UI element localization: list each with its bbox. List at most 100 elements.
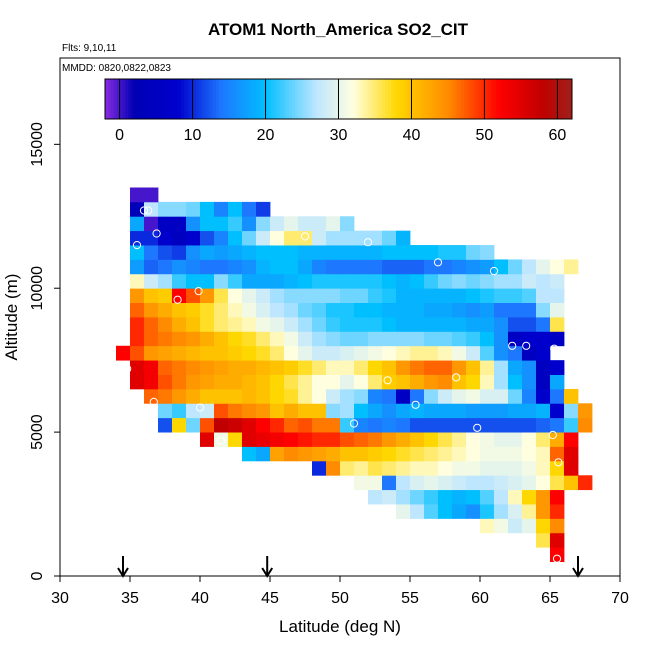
- heatmap-cell: [200, 259, 215, 275]
- heatmap-cell: [466, 288, 481, 304]
- heatmap-cell: [200, 388, 215, 404]
- colorbar-segment: [142, 79, 147, 119]
- heatmap-cell: [144, 388, 159, 404]
- heatmap-cell: [158, 273, 173, 289]
- data-marker: [522, 341, 531, 350]
- heatmap-cell: [326, 446, 341, 462]
- heatmap-cell: [522, 259, 537, 275]
- heatmap-cell: [354, 288, 369, 304]
- heatmap-cell: [522, 388, 537, 404]
- heatmap-cell: [438, 374, 453, 390]
- colorbar-segment: [402, 79, 407, 119]
- heatmap-cell: [382, 302, 397, 318]
- heatmap-cell: [200, 302, 215, 318]
- heatmap-cell: [312, 374, 327, 390]
- heatmap-cell: [298, 216, 313, 232]
- heatmap-cell: [466, 360, 481, 375]
- colorbar-segment: [105, 79, 109, 119]
- heatmap-cell: [508, 388, 523, 404]
- heatmap-cell: [410, 460, 425, 476]
- colorbar-segment: [157, 79, 161, 119]
- colorbar-fill: [105, 79, 573, 119]
- heatmap-cell: [270, 374, 285, 390]
- data-marker: [149, 397, 158, 406]
- heatmap-cell: [550, 446, 565, 462]
- heatmap-cell: [480, 345, 495, 361]
- heatmap-cell: [466, 259, 481, 275]
- heatmap-cell: [508, 475, 523, 491]
- colorbar-segment: [233, 79, 237, 119]
- colorbar-segment: [563, 79, 567, 119]
- y-tick-label: 15000: [29, 122, 46, 167]
- colorbar-segment: [236, 79, 240, 119]
- heatmap-cell: [200, 245, 215, 260]
- colorbar-segment: [274, 79, 278, 119]
- colorbar-segment: [370, 79, 375, 119]
- heatmap-cell: [494, 388, 509, 404]
- colorbar-segment: [335, 79, 339, 119]
- heatmap-cell: [158, 417, 173, 433]
- heatmap-cell: [494, 302, 509, 318]
- heatmap-cell: [256, 302, 271, 318]
- heatmap-cell: [256, 331, 271, 347]
- heatmap-cell: [312, 216, 327, 232]
- y-tick-label: 0: [29, 571, 46, 580]
- colorbar-segment: [510, 79, 515, 119]
- heatmap-cell: [494, 432, 509, 447]
- heatmap-cell: [172, 245, 187, 260]
- heatmap-cell: [396, 273, 411, 289]
- heatmap-cell: [396, 259, 411, 275]
- colorbar-segment: [204, 79, 208, 119]
- heatmap-cell: [298, 403, 313, 419]
- heatmap-cell: [452, 504, 467, 519]
- heatmap-cell: [368, 460, 383, 476]
- heatmap-cell: [550, 317, 565, 332]
- heatmap-cell: [228, 302, 243, 318]
- colorbar-segment: [125, 79, 129, 119]
- colorbar-segment: [519, 79, 523, 119]
- heatmap-cell: [200, 345, 215, 361]
- colorbar-segment: [309, 79, 313, 119]
- heatmap-cell: [438, 317, 453, 332]
- data-marker: [554, 458, 563, 467]
- heatmap-cell: [298, 417, 313, 433]
- heatmap-cell: [130, 273, 145, 289]
- heatmap-cell: [480, 489, 495, 505]
- heatmap-cell: [382, 245, 397, 260]
- heatmap-cell: [228, 230, 243, 246]
- colorbar-segment: [128, 79, 132, 119]
- heatmap-cell: [186, 245, 201, 260]
- heatmap-cell: [228, 388, 243, 404]
- heatmap-cell: [228, 345, 243, 361]
- heatmap-cell: [382, 259, 397, 275]
- heatmap-cell: [382, 475, 397, 491]
- heatmap-cell: [480, 403, 495, 419]
- heatmap-cell: [536, 518, 551, 534]
- data-marker: [166, 439, 175, 448]
- colorbar-segment: [329, 79, 334, 119]
- heatmap-cell: [340, 388, 355, 404]
- heatmap-cell: [256, 245, 271, 260]
- heatmap-cell: [522, 504, 537, 519]
- x-tick-label: 50: [331, 590, 349, 607]
- heatmap-cell: [172, 331, 187, 347]
- heatmap-cell: [578, 403, 593, 419]
- heatmap-cell: [158, 374, 173, 390]
- data-marker: [144, 206, 153, 215]
- colorbar-segment: [466, 79, 471, 119]
- heatmap-cell: [410, 475, 425, 491]
- heatmap-cell: [536, 273, 551, 289]
- heatmap-cell: [270, 259, 285, 275]
- colorbar-segment: [551, 79, 555, 119]
- y-tick-label: 5000: [29, 414, 46, 450]
- heatmap-cell: [522, 432, 537, 447]
- heatmap-cell: [564, 388, 579, 404]
- colorbar-segment: [221, 79, 226, 119]
- heatmap-cell: [284, 259, 299, 275]
- heatmap-cell: [466, 475, 481, 491]
- colorbar-segment: [291, 79, 296, 119]
- colorbar-tick-label: 10: [184, 127, 202, 144]
- data-marker: [216, 436, 226, 445]
- heatmap-cell: [452, 288, 467, 304]
- heatmap-cell: [242, 374, 257, 390]
